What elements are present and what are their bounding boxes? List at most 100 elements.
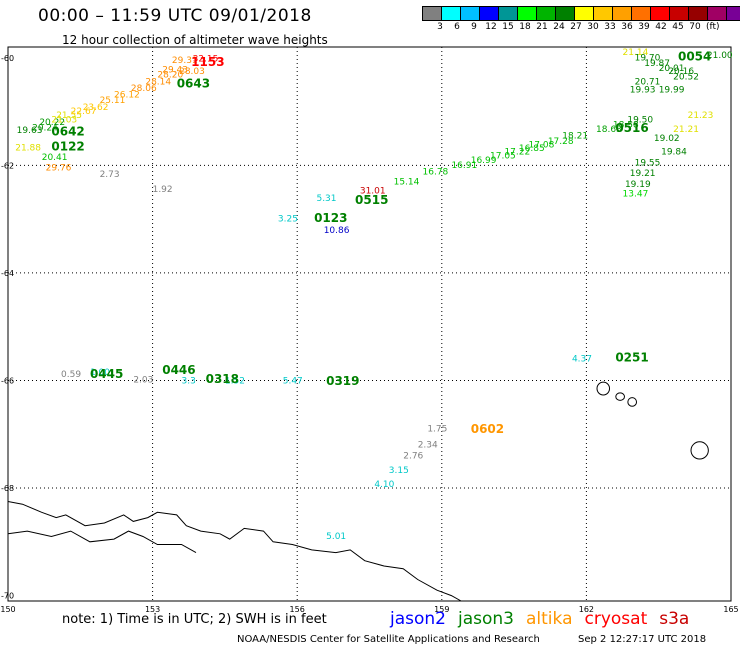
map-title: 00:00 – 11:59 UTC 09/01/2018	[38, 6, 312, 26]
satellite-legend: jason2 jason3 altika cryosat s3a	[390, 609, 701, 629]
wave-height-value: 17.05	[490, 151, 516, 161]
wave-height-value: 18.63	[596, 125, 622, 135]
wave-height-value: 10.86	[324, 226, 350, 236]
wave-height-value: 19.02	[654, 134, 680, 144]
wave-height-value: 3.15	[389, 466, 409, 476]
wave-height-value: 21.00	[707, 51, 733, 61]
color-scale-tick-label: 12	[485, 22, 497, 32]
island-outline	[690, 441, 709, 460]
wave-height-value: 25.11	[100, 96, 126, 106]
pass-time-label: 0516	[615, 121, 648, 135]
pass-time-label: 0602	[471, 422, 504, 436]
wave-height-value: 18.58	[613, 121, 639, 131]
wave-height-value: 3.25	[278, 214, 298, 224]
wave-height-value: 19.99	[659, 86, 685, 96]
color-scale-tick-label: 21	[536, 22, 548, 32]
color-scale-tick-label: 45	[672, 22, 684, 32]
color-scale-unit: (ft)	[706, 22, 720, 32]
island-outline	[627, 397, 638, 407]
wave-height-value: 1.75	[427, 425, 447, 435]
wave-height-value: 19.55	[635, 158, 661, 168]
satellite-legend-item: altika	[526, 609, 573, 629]
wave-height-value: 4.37	[572, 355, 592, 365]
wave-height-value: 0.59	[61, 370, 81, 380]
wave-height-value: 20.22	[39, 118, 65, 128]
pass-time-label: 0319	[326, 374, 359, 388]
wave-height-value: 21.21	[673, 125, 699, 135]
latitude-tick-label: -60	[1, 54, 14, 63]
color-scale-tick-label: 30	[587, 22, 599, 32]
satellite-legend-item: jason2	[390, 609, 446, 629]
color-scale-tick-label: 9	[471, 22, 477, 32]
color-scale-tick-label: 24	[553, 22, 565, 32]
wave-height-value: 20.41	[42, 153, 68, 163]
longitude-tick-label: 156	[290, 605, 305, 614]
wave-height-value: 21.55	[56, 111, 82, 121]
color-scale-tick-label: 39	[638, 22, 650, 32]
wave-height-value: 17.08	[529, 141, 555, 151]
wave-height-value: 21.88	[15, 143, 41, 153]
pass-time-label: 0446	[162, 363, 195, 377]
map-frame	[7, 46, 732, 602]
wave-height-value: 17.28	[548, 137, 574, 147]
wave-height-value: 19.70	[635, 53, 661, 63]
color-scale-tick-label: 18	[519, 22, 531, 32]
wave-height-value: 20.01	[659, 64, 685, 74]
wave-height-value: 28.03	[179, 67, 205, 77]
pass-time-label: 0122	[51, 139, 84, 153]
wave-height-value: 1.92	[153, 185, 173, 195]
wave-height-value: 19.19	[625, 180, 651, 190]
latitude-tick-label: -66	[1, 376, 14, 385]
wave-height-value: 15.14	[394, 178, 420, 188]
credit-line: NOAA/NESDIS Center for Satellite Applica…	[237, 634, 540, 645]
coastline	[7, 501, 462, 602]
wave-height-value: 18.21	[562, 131, 588, 141]
pass-time-label: 0054	[678, 49, 711, 63]
wave-height-value: 19.87	[644, 59, 670, 69]
latitude-tick-label: -64	[1, 269, 14, 278]
wave-height-value: 21.14	[623, 48, 649, 58]
wave-height-value: 20.52	[673, 72, 699, 82]
pass-time-label: 0251	[615, 351, 648, 365]
wave-height-value: 20.16	[668, 67, 694, 77]
wave-height-value: 19.50	[627, 115, 653, 125]
longitude-tick-label: 153	[145, 605, 160, 614]
color-swatch	[726, 6, 740, 21]
wave-height-value: 4.10	[374, 480, 394, 490]
wave-height-value: 16.91	[451, 161, 477, 171]
pass-time-label: 0515	[355, 193, 388, 207]
color-scale-tick-label: 27	[570, 22, 582, 32]
wave-height-value: 32.15	[193, 55, 219, 65]
color-scale-tick-label: 33	[604, 22, 616, 32]
wave-height-value: 28.14	[145, 78, 171, 88]
latitude-tick-label: -68	[1, 484, 14, 493]
color-scale-tick-label: 70	[689, 22, 701, 32]
wave-height-value: 19.84	[661, 148, 687, 158]
wave-height-value: 29.76	[46, 164, 72, 174]
map-subtitle: 12 hour collection of altimeter wave hei…	[62, 33, 328, 47]
pass-time-label: 0445	[90, 367, 123, 381]
wave-height-value: 17.22	[504, 148, 530, 158]
latitude-tick-label: -70	[1, 592, 14, 601]
wave-height-value: 20.24	[32, 123, 58, 133]
color-scale-tick-label: 36	[621, 22, 633, 32]
island-outline	[615, 392, 625, 401]
wave-height-value: 13.47	[623, 190, 649, 200]
wave-height-value: 19.21	[630, 169, 656, 179]
wave-height-value: 1.52	[225, 377, 245, 387]
wave-height-value: 16.99	[471, 156, 497, 166]
color-scale-tick-label: 42	[655, 22, 667, 32]
wave-height-value: 28.20	[157, 71, 183, 81]
wave-height-value: 31.01	[360, 186, 386, 196]
pass-time-label: 0123	[314, 211, 347, 225]
generation-timestamp: Sep 2 12:27:17 UTC 2018	[578, 634, 707, 645]
wave-height-value: 21.23	[688, 111, 714, 121]
color-scale-tick-label: 6	[454, 22, 460, 32]
pass-time-label: 1153	[191, 55, 224, 69]
wave-height-value: 19.93	[630, 86, 656, 96]
longitude-tick-label: 165	[723, 605, 738, 614]
wave-height-value: 5.01	[326, 532, 346, 542]
wave-height-value: 1.00	[90, 368, 110, 378]
footer-note: note: 1) Time is in UTC; 2) SWH is in fe…	[62, 612, 327, 627]
wave-height-value: 29.43	[162, 65, 188, 75]
